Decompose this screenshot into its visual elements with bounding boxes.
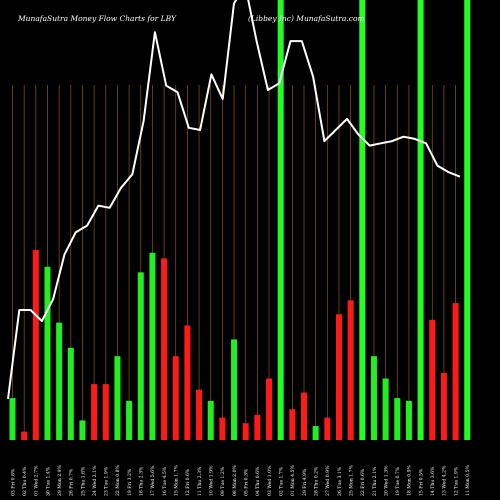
bar-39 bbox=[452, 303, 459, 440]
x-label-3: 01 Wed 2.7% bbox=[34, 465, 40, 496]
bar-22 bbox=[254, 414, 261, 440]
x-label-34: 19 Tue 0.7% bbox=[395, 466, 401, 496]
bar-31 bbox=[359, 0, 366, 440]
x-label-22: 04 Thu 0.6% bbox=[255, 466, 261, 496]
x-label-17: 11 Thu 2.3% bbox=[197, 466, 203, 496]
x-label-5: 29 Mon 2.9% bbox=[57, 465, 63, 496]
bar-17 bbox=[196, 389, 203, 440]
bar-32 bbox=[370, 356, 377, 440]
bar-4 bbox=[44, 266, 51, 440]
x-label-31: 22 Fri 0.6% bbox=[360, 468, 366, 496]
x-label-12: 18 Thu 2.3% bbox=[139, 466, 145, 496]
x-label-2: 02 Thu 0.4% bbox=[22, 466, 28, 496]
x-label-10: 22 Mon 0.8% bbox=[115, 465, 121, 496]
x-label-24: 02 Tue 1.7% bbox=[278, 466, 284, 496]
bar-30 bbox=[347, 300, 354, 440]
x-label-26: 29 Fri 4.9% bbox=[302, 468, 308, 496]
x-label-30: 25 Mon 1.7% bbox=[348, 465, 354, 496]
x-label-8: 24 Wed 2.1% bbox=[92, 465, 98, 496]
x-label-33: 20 Wed 1.3% bbox=[383, 465, 389, 496]
x-label-28: 27 Wed 0.9% bbox=[325, 465, 331, 496]
bar-28 bbox=[324, 417, 331, 440]
x-label-25: 01 Mon 4.5% bbox=[290, 465, 296, 496]
x-label-37: 14 Thu 3.6% bbox=[430, 466, 436, 496]
bar-33 bbox=[382, 378, 389, 440]
bar-19 bbox=[219, 417, 226, 440]
x-label-27: 28 Thu 0.2% bbox=[313, 466, 319, 496]
x-label-7: 25 Thu 1.6% bbox=[80, 466, 86, 496]
price-line-layer bbox=[7, 0, 461, 400]
x-label-9: 23 Tue 1.9% bbox=[104, 466, 110, 496]
bar-10 bbox=[114, 356, 121, 440]
bar-25 bbox=[289, 409, 296, 440]
x-label-23: 03 Wed 1.0% bbox=[267, 465, 273, 496]
x-label-21: 05 Fri 0.3% bbox=[244, 468, 250, 496]
bar-15 bbox=[172, 356, 179, 440]
bar-7 bbox=[79, 420, 86, 440]
x-label-6: 26 Fri 0.7% bbox=[69, 468, 75, 496]
x-label-13: 17 Wed 5.6% bbox=[150, 465, 156, 496]
x-label-38: 13 Wed 4.2% bbox=[442, 465, 448, 496]
bar-20 bbox=[231, 339, 238, 440]
bar-35 bbox=[405, 400, 412, 440]
bar-11 bbox=[126, 400, 133, 440]
bar-34 bbox=[394, 398, 401, 440]
bar-14 bbox=[161, 258, 168, 440]
bar-13 bbox=[149, 252, 156, 440]
bar-40 bbox=[464, 0, 471, 440]
bar-8 bbox=[91, 384, 98, 440]
x-label-15: 15 Mon 1.7% bbox=[174, 465, 180, 496]
bar-2 bbox=[21, 431, 28, 440]
bar-24 bbox=[277, 0, 284, 440]
bar-27 bbox=[312, 426, 319, 440]
x-label-35: 18 Mon 0.9% bbox=[407, 465, 413, 496]
x-label-16: 12 Fri 0.6% bbox=[185, 468, 191, 496]
x-label-40: 11 Mon 0.5% bbox=[465, 465, 471, 496]
x-label-4: 30 Tue 1.4% bbox=[45, 466, 51, 496]
x-label-20: 08 Mon 2.0% bbox=[232, 465, 238, 496]
bar-9 bbox=[102, 384, 109, 440]
x-label-36: 15 Fri 0.5% bbox=[418, 468, 424, 496]
bar-5 bbox=[56, 322, 63, 440]
x-label-29: 26 Tue 3.1% bbox=[337, 466, 343, 496]
x-label-39: 12 Tue 1.9% bbox=[453, 466, 459, 496]
chart-header-mid: (Libbey Inc) MunafaSutra.com bbox=[248, 14, 365, 23]
x-axis-labels: 03 Fri 0.8% 02 Thu 0.4% 01 Wed 2.7% 30 Tue … bbox=[10, 465, 471, 496]
x-label-14: 16 Tue 4.5% bbox=[162, 466, 168, 496]
bar-16 bbox=[184, 325, 191, 440]
bar-36 bbox=[417, 0, 424, 440]
bar-18 bbox=[207, 400, 214, 440]
bar-12 bbox=[137, 272, 144, 440]
bar-6 bbox=[67, 347, 74, 440]
bar-29 bbox=[335, 314, 342, 440]
volume-bars bbox=[9, 0, 471, 440]
x-label-1: 03 Fri 0.8% bbox=[10, 468, 16, 496]
bar-38 bbox=[440, 372, 447, 440]
bar-3 bbox=[32, 250, 39, 440]
chart-header-left: MunafaSutra Money Flow Charts for LBY bbox=[17, 14, 177, 23]
x-label-19: 09 Tue 1.2% bbox=[220, 466, 226, 496]
x-label-18: 10 Wed 1.9% bbox=[209, 465, 215, 496]
price-line bbox=[7, 0, 461, 400]
bar-21 bbox=[242, 423, 249, 440]
bar-26 bbox=[301, 392, 307, 440]
x-label-32: 21 Thu 2.1% bbox=[372, 466, 378, 496]
x-label-11: 19 Fri 3.2% bbox=[127, 468, 133, 496]
bar-23 bbox=[266, 378, 273, 440]
bar-1 bbox=[9, 398, 16, 440]
bar-37 bbox=[429, 319, 436, 440]
